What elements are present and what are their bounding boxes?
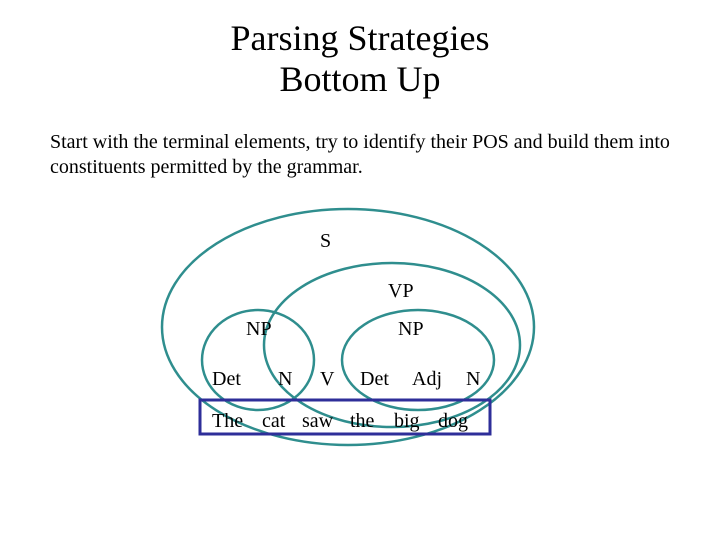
- word-the-2: the: [350, 410, 374, 433]
- label-np1: NP: [246, 318, 272, 341]
- label-det2: Det: [360, 368, 389, 391]
- label-n1: N: [278, 368, 292, 391]
- parse-diagram-svg: [0, 0, 720, 540]
- word-cat: cat: [262, 410, 285, 433]
- word-big: big: [394, 410, 420, 433]
- word-the-1: The: [212, 410, 243, 433]
- label-adj: Adj: [412, 368, 442, 391]
- label-np2: NP: [398, 318, 424, 341]
- slide: Parsing Strategies Bottom Up Start with …: [0, 0, 720, 540]
- label-n2: N: [466, 368, 480, 391]
- label-det1: Det: [212, 368, 241, 391]
- label-s: S: [320, 230, 331, 253]
- word-dog: dog: [438, 410, 468, 433]
- label-v: V: [320, 368, 334, 391]
- label-vp: VP: [388, 280, 414, 303]
- word-saw: saw: [302, 410, 333, 433]
